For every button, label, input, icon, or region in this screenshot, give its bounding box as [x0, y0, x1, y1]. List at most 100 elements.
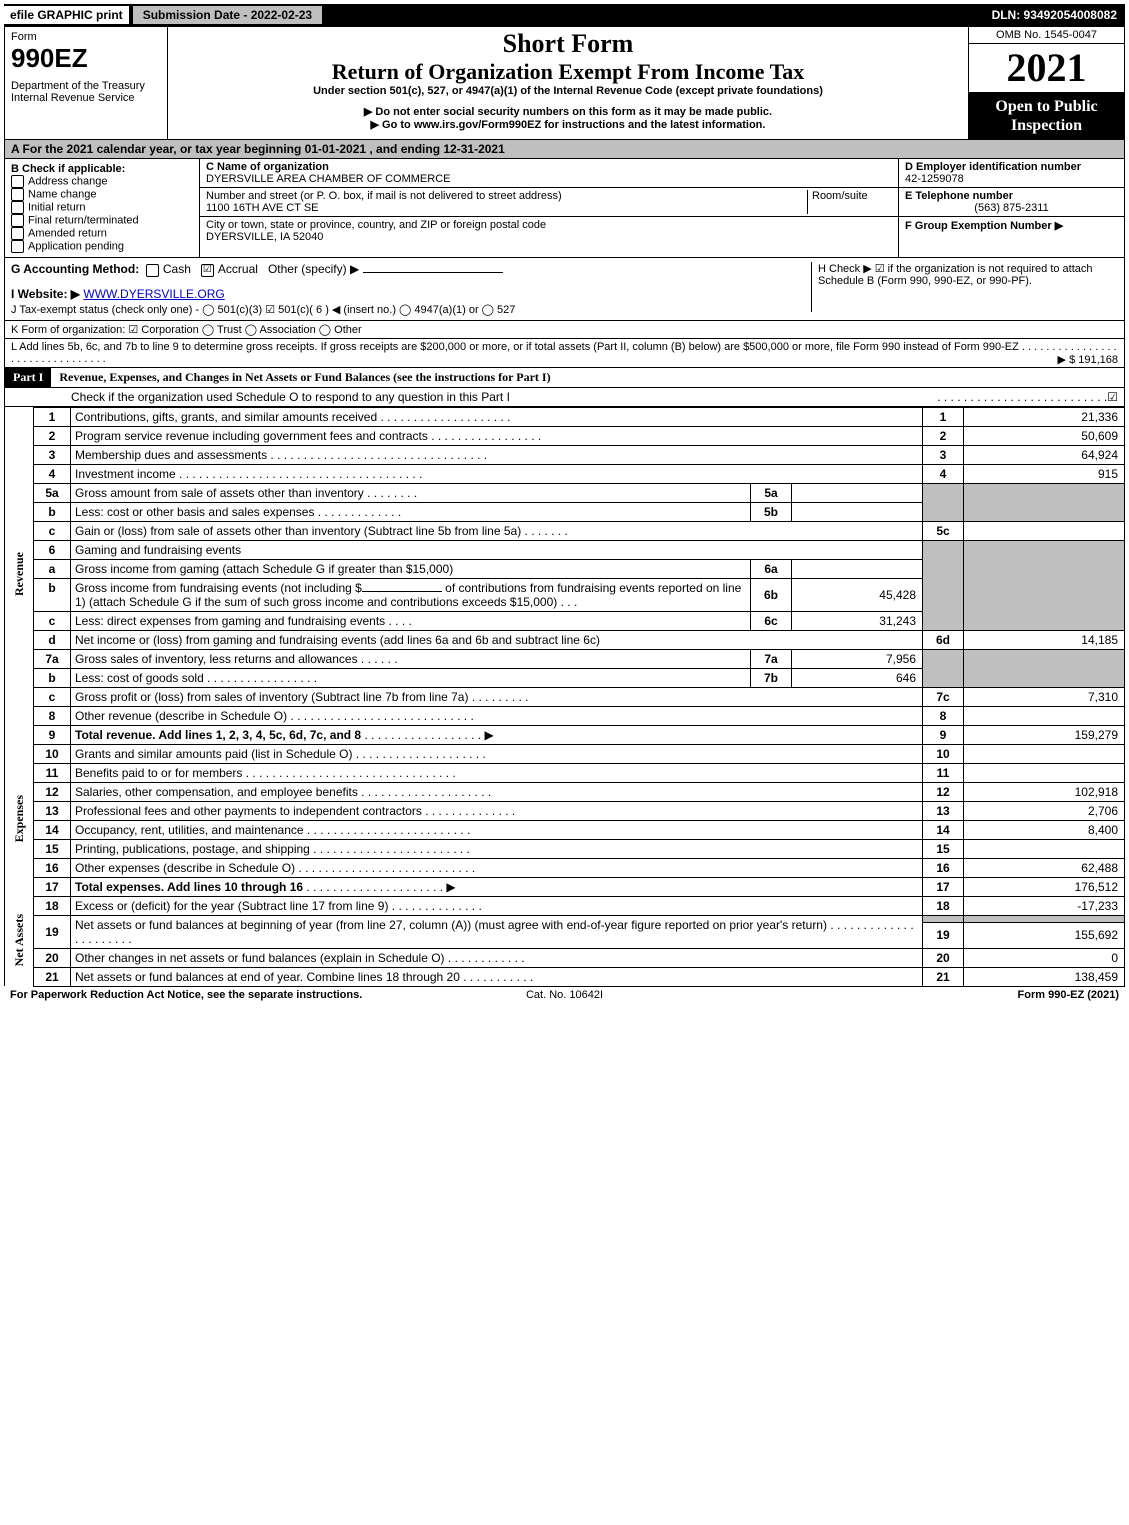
table-row: 15Printing, publications, postage, and s… — [5, 839, 1125, 858]
l11-n: 11 — [923, 763, 964, 782]
chk-accrual[interactable]: ☑ — [201, 264, 214, 277]
l20-v: 0 — [964, 948, 1125, 967]
table-row: 5aGross amount from sale of assets other… — [5, 483, 1125, 502]
g-label: G Accounting Method: — [11, 262, 139, 276]
b-final: Final return/terminated — [28, 215, 139, 227]
c-street-lbl: Number and street (or P. O. box, if mail… — [206, 190, 562, 202]
c-name-lbl: C Name of organization — [206, 161, 329, 173]
b-amend: Amended return — [28, 228, 107, 240]
l7b-sv: 646 — [792, 668, 923, 687]
l6d-v: 14,185 — [964, 630, 1125, 649]
l15-v — [964, 839, 1125, 858]
l10-v — [964, 744, 1125, 763]
l17-v: 176,512 — [964, 877, 1125, 896]
omb-label: OMB No. 1545-0047 — [969, 27, 1124, 44]
part1-label: Part I — [5, 368, 51, 387]
l-amount: ▶ $ 191,168 — [1058, 353, 1118, 366]
table-row: 3Membership dues and assessments . . . .… — [5, 445, 1125, 464]
l17-text: Total expenses. Add lines 10 through 16 — [75, 880, 303, 894]
l2-n: 2 — [923, 426, 964, 445]
i-label: I Website: ▶ — [11, 287, 80, 301]
l21-n: 21 — [923, 967, 964, 986]
l12-n: 12 — [923, 782, 964, 801]
chk-app[interactable] — [11, 240, 24, 253]
chk-final[interactable] — [11, 214, 24, 227]
l6d-text: Net income or (loss) from gaming and fun… — [75, 633, 600, 647]
sub1: Under section 501(c), 527, or 4947(a)(1)… — [174, 85, 962, 97]
table-row: cGain or (loss) from sale of assets othe… — [5, 521, 1125, 540]
dln-label: DLN: 93492054008082 — [992, 8, 1125, 22]
header-left: Form 990EZ Department of the Treasury In… — [5, 27, 168, 139]
b-label: B Check if applicable: — [11, 163, 193, 175]
section-l: L Add lines 5b, 6c, and 7b to line 9 to … — [4, 339, 1125, 368]
l4-text: Investment income — [75, 467, 176, 481]
return-title: Return of Organization Exempt From Incom… — [174, 59, 962, 85]
website-link[interactable]: WWW.DYERSVILLE.ORG — [83, 287, 224, 301]
footer-right: Form 990-EZ (2021) — [749, 989, 1119, 1001]
g-cash: Cash — [163, 262, 191, 276]
chk-name[interactable] — [11, 188, 24, 201]
table-row: Revenue 1Contributions, gifts, grants, a… — [5, 407, 1125, 426]
l5b-sn: 5b — [751, 502, 792, 521]
l1-n: 1 — [923, 407, 964, 426]
header-right: OMB No. 1545-0047 2021 Open to Public In… — [969, 27, 1124, 139]
l3-v: 64,924 — [964, 445, 1125, 464]
l21-v: 138,459 — [964, 967, 1125, 986]
ein-value: 42-1259078 — [905, 173, 964, 185]
l3-n: 3 — [923, 445, 964, 464]
submission-date: Submission Date - 2022-02-23 — [133, 6, 322, 24]
l11-v — [964, 763, 1125, 782]
chk-init[interactable] — [11, 201, 24, 214]
l6d-n: 6d — [923, 630, 964, 649]
l8-n: 8 — [923, 706, 964, 725]
l19-text: Net assets or fund balances at beginning… — [75, 918, 827, 932]
l12-text: Salaries, other compensation, and employ… — [75, 785, 358, 799]
chk-address[interactable] — [11, 175, 24, 188]
tel-value: (563) 875-2311 — [905, 202, 1118, 214]
l5c-text: Gain or (loss) from sale of assets other… — [75, 524, 521, 538]
org-street: 1100 16TH AVE CT SE — [206, 202, 319, 214]
section-h: H Check ▶ ☑ if the organization is not r… — [811, 262, 1118, 312]
b-init: Initial return — [28, 202, 85, 214]
l17-n: 17 — [923, 877, 964, 896]
g-accrual: Accrual — [218, 262, 258, 276]
l6c-sv: 31,243 — [792, 611, 923, 630]
chk-amend[interactable] — [11, 227, 24, 240]
l7a-sv: 7,956 — [792, 649, 923, 668]
table-row: Expenses 10Grants and similar amounts pa… — [5, 744, 1125, 763]
l6b-sn: 6b — [751, 578, 792, 611]
l1-text: Contributions, gifts, grants, and simila… — [75, 410, 377, 424]
l5c-v — [964, 521, 1125, 540]
l14-v: 8,400 — [964, 820, 1125, 839]
l5b-text: Less: cost or other basis and sales expe… — [75, 505, 314, 519]
l13-text: Professional fees and other payments to … — [75, 804, 422, 818]
part1-title: Revenue, Expenses, and Changes in Net As… — [59, 370, 550, 385]
section-k: K Form of organization: ☑ Corporation ◯ … — [4, 321, 1125, 339]
part1-header: Part I Revenue, Expenses, and Changes in… — [4, 368, 1125, 407]
section-c: C Name of organization DYERSVILLE AREA C… — [200, 159, 898, 257]
table-row: 2Program service revenue including gover… — [5, 426, 1125, 445]
netassets-section-label: Net Assets — [12, 914, 27, 966]
l2-v: 50,609 — [964, 426, 1125, 445]
l18-v: -17,233 — [964, 896, 1125, 915]
table-row: 7aGross sales of inventory, less returns… — [5, 649, 1125, 668]
l12-v: 102,918 — [964, 782, 1125, 801]
l19-n: 19 — [923, 922, 964, 948]
org-name: DYERSVILLE AREA CHAMBER OF COMMERCE — [206, 173, 451, 185]
l7b-text: Less: cost of goods sold — [75, 671, 204, 685]
b-app: Application pending — [28, 241, 124, 253]
row-a: A For the 2021 calendar year, or tax yea… — [4, 140, 1125, 159]
table-row: 17 Total expenses. Add lines 10 through 1… — [5, 877, 1125, 896]
l1-v: 21,336 — [964, 407, 1125, 426]
l4-n: 4 — [923, 464, 964, 483]
chk-cash[interactable] — [146, 264, 159, 277]
l9-text: Total revenue. Add lines 1, 2, 3, 4, 5c,… — [75, 728, 361, 742]
short-form-title: Short Form — [174, 29, 962, 59]
form-number: 990EZ — [11, 43, 161, 74]
l16-text: Other expenses (describe in Schedule O) — [75, 861, 295, 875]
e-tel-lbl: E Telephone number — [905, 190, 1013, 202]
page-footer: For Paperwork Reduction Act Notice, see … — [4, 987, 1125, 1003]
l6b-pre: Gross income from fundraising events (no… — [75, 581, 362, 595]
l16-v: 62,488 — [964, 858, 1125, 877]
table-row: 19Net assets or fund balances at beginni… — [5, 915, 1125, 922]
